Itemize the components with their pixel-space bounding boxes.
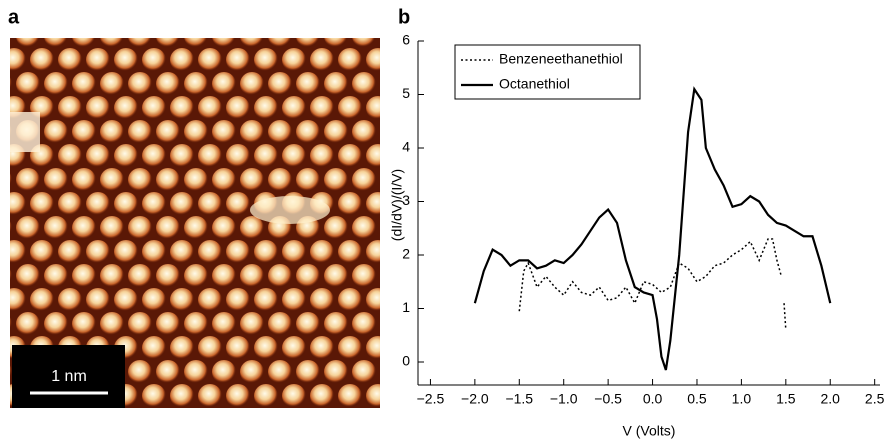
x-tick-label: 0.0 [643, 391, 663, 407]
y-tick-label: 2 [402, 246, 410, 262]
y-axis-label: (dI/dV)/(I/V) [389, 169, 405, 241]
x-axis-label: V (Volts) [623, 423, 676, 439]
y-tick-label: 6 [402, 32, 410, 48]
y-tick-label: 5 [402, 85, 410, 101]
y-tick-label: 0 [402, 353, 410, 369]
x-tick-label: −2.0 [461, 391, 489, 407]
x-tick-label: −2.5 [417, 391, 445, 407]
x-tick-label: −1.5 [505, 391, 533, 407]
x-tick-label: 1.5 [776, 391, 796, 407]
legend-label: Octanethiol [499, 76, 570, 92]
legend-label: Benzeneethanethiol [499, 51, 623, 67]
series-line [518, 238, 787, 330]
panel-label: b [398, 6, 410, 28]
legend-box [454, 44, 641, 100]
panel-label: a [8, 6, 20, 28]
x-tick-label: 2.0 [821, 391, 841, 407]
x-tick-label: 0.5 [687, 391, 707, 407]
scale-bar-label: 1 nm [51, 368, 87, 385]
scale-bar-box [12, 345, 125, 408]
x-tick-label: −1.0 [550, 391, 578, 407]
x-tick-label: 1.0 [732, 391, 752, 407]
x-tick-label: −0.5 [594, 391, 622, 407]
chart: 0 1 2 3 4 5 6 −2.5 −2.0 −1.5 −1.0 −0.5 0.0 0.5 1.0 1.5 2… [389, 32, 885, 439]
defect [250, 196, 330, 224]
defect [10, 112, 40, 152]
y-tick-label: 1 [402, 299, 410, 315]
stm-image: 1 nm [10, 38, 380, 408]
y-tick-label: 4 [402, 139, 410, 155]
series-line [473, 86, 832, 371]
y-tick-label: 3 [402, 192, 410, 208]
x-tick-label: 2.5 [865, 391, 885, 407]
